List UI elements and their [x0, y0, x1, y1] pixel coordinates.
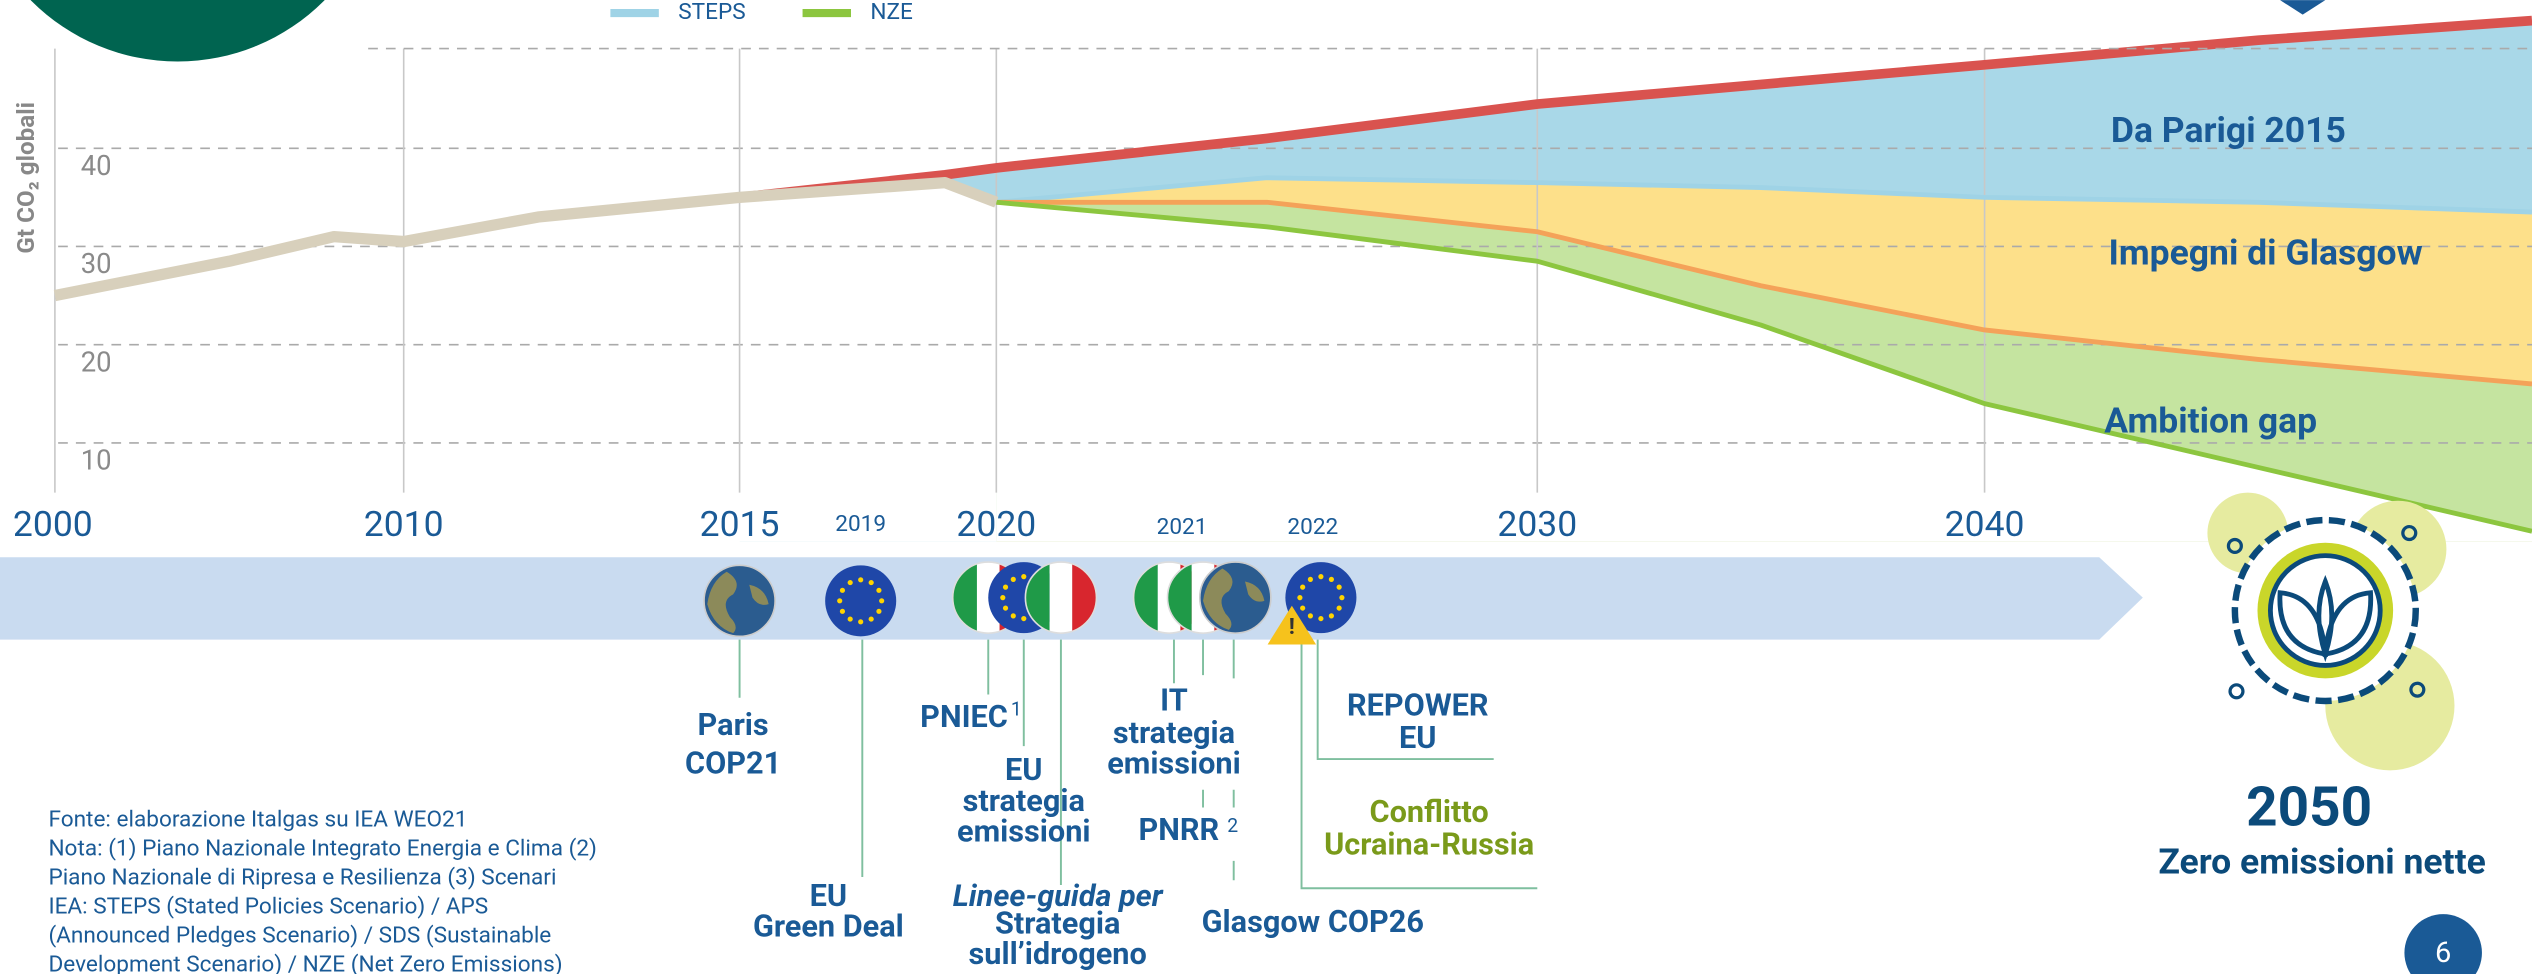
event-label: EU — [1399, 721, 1436, 756]
y-tick-label: 20 — [81, 346, 112, 378]
event-label: Ucraina-Russia — [1324, 827, 1534, 862]
area-fill — [55, 183, 996, 541]
y-tick-label: 40 — [81, 150, 112, 182]
event-label: Paris — [698, 708, 769, 743]
x-tick-label: 2015 — [700, 503, 780, 545]
event-label: emissioni — [957, 814, 1091, 849]
note-line: Piano Nazionale di Ripresa e Resilienza … — [48, 864, 556, 891]
note-line: (Announced Pledges Scenario) / SDS (Sust… — [48, 922, 551, 949]
event-label: Green Deal — [753, 910, 904, 945]
svg-text:!: ! — [1289, 613, 1295, 640]
marker — [2280, 0, 2325, 15]
event-label: emissioni — [1107, 747, 1241, 782]
x-tick-label: 2020 — [956, 503, 1036, 545]
slide: 10203040200020102015202020302040STEPSNZE… — [0, 0, 2532, 974]
timeline-year: 2022 — [1287, 513, 1338, 540]
zero-emission-badge — [2207, 493, 2454, 771]
x-tick-label: 2030 — [1497, 503, 1577, 545]
decor-circle — [0, 0, 384, 62]
region-label: Impegni di Glasgow — [2108, 232, 2422, 274]
event-label: IT — [1160, 684, 1188, 719]
event-label: Glasgow COP26 — [1202, 905, 1424, 940]
end-label: Zero emissioni nette — [2158, 840, 2485, 882]
timeline-year: 2021 — [1157, 513, 1208, 540]
note-line: IEA: STEPS (Stated Policies Scenario) / … — [48, 893, 488, 920]
event-label: Conflitto — [1370, 795, 1489, 830]
x-tick-label: 2010 — [364, 503, 444, 545]
x-tick-label: 2000 — [13, 503, 93, 545]
y-tick-label: 30 — [81, 248, 112, 280]
event-label: REPOWER — [1347, 689, 1489, 724]
timeline-year: 2019 — [835, 510, 886, 537]
event-label: PNIEC — [920, 700, 1008, 735]
notes: Fonte: elaborazione Italgas su IEA WEO21… — [48, 805, 596, 974]
y-axis-label: Gt CO₂ globali — [12, 102, 40, 254]
event-label: COP21 — [685, 747, 781, 782]
legend-label: STEPS — [678, 0, 745, 25]
note-line: Nota: (1) Piano Nazionale Integrato Ener… — [48, 834, 596, 861]
legend-label: NZE — [870, 0, 913, 25]
region-label: Da Parigi 2015 — [2111, 109, 2346, 151]
note-line: Development Scenario) / NZE (Net Zero Em… — [48, 951, 562, 974]
end-year: 2050 — [2246, 775, 2372, 839]
event-sup: 1 — [1011, 698, 1022, 721]
y-tick-label: 10 — [81, 445, 112, 477]
region-label: Ambition gap — [2104, 400, 2317, 442]
x-tick-label: 2040 — [1945, 503, 2025, 545]
event-label: sull’idrogeno — [969, 937, 1147, 972]
event-sup: 2 — [1227, 814, 1238, 837]
event-label: PNRR — [1138, 813, 1219, 848]
page-number: 6 — [2435, 936, 2451, 970]
note-line: Fonte: elaborazione Italgas su IEA WEO21 — [48, 805, 467, 832]
